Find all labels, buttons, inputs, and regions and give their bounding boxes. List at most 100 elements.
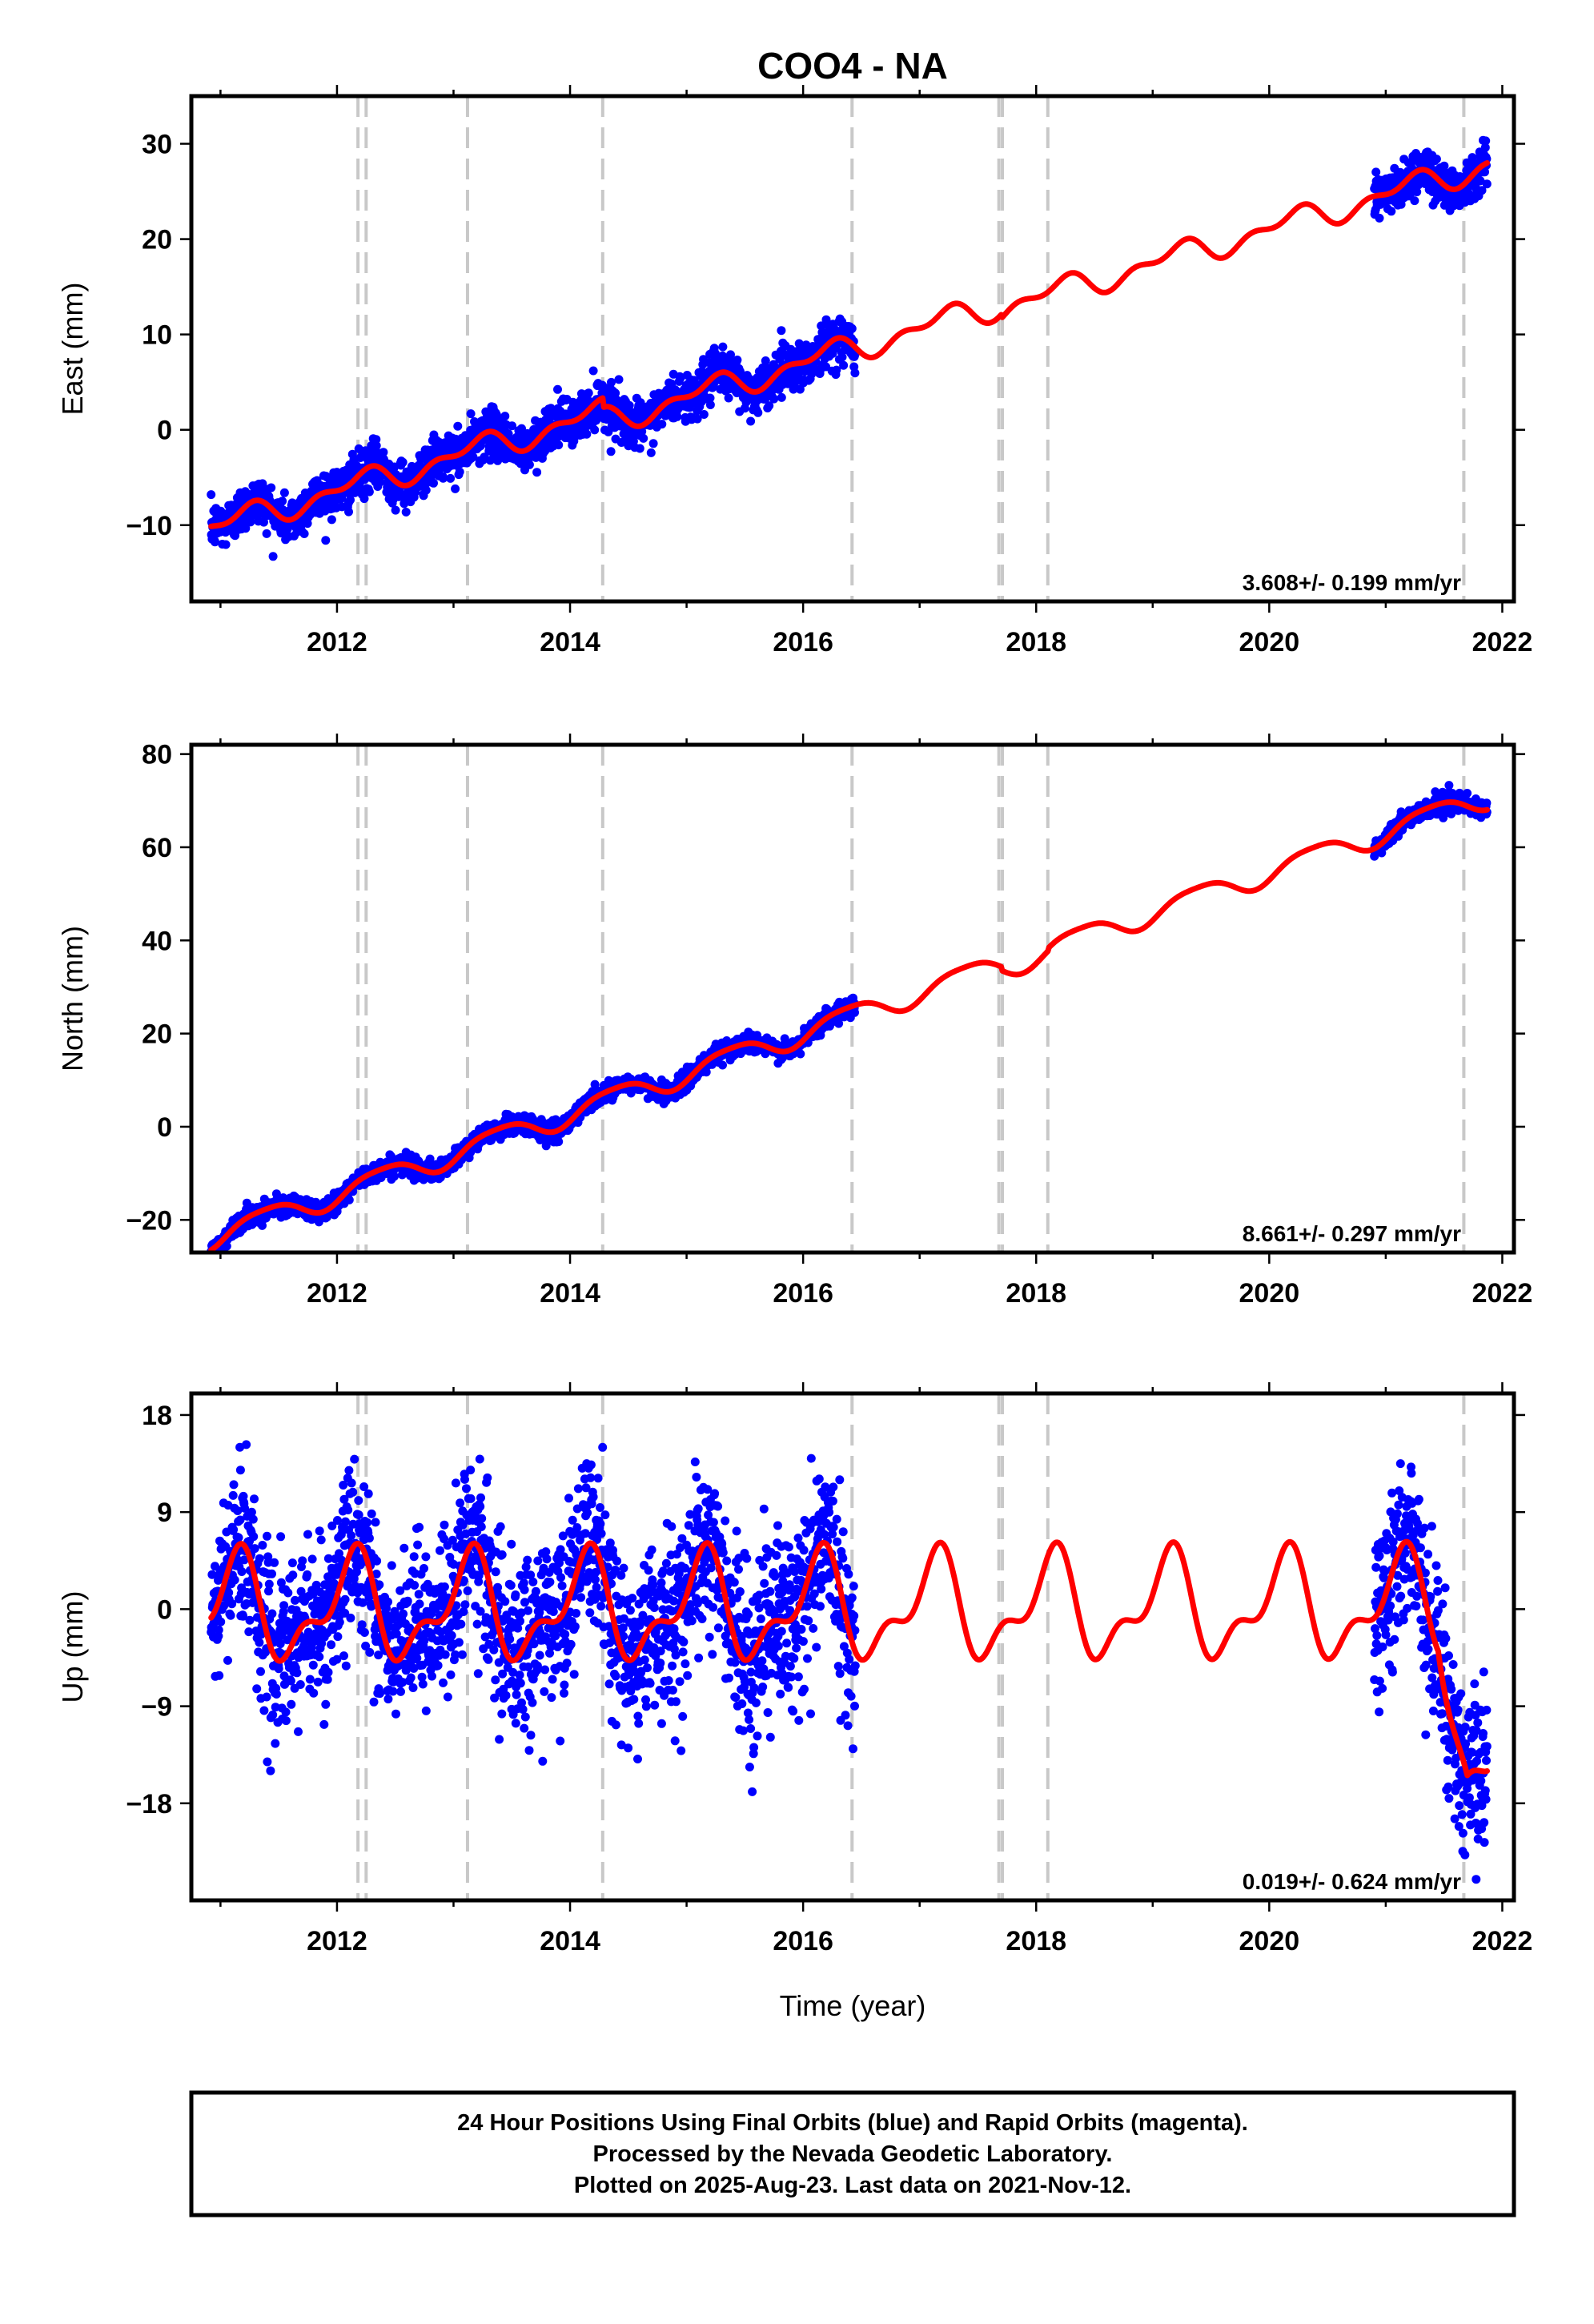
observation-point bbox=[590, 425, 600, 435]
observation-point bbox=[211, 537, 219, 547]
observation-point bbox=[607, 377, 616, 387]
observation-point bbox=[279, 488, 289, 497]
observation-point bbox=[777, 326, 786, 336]
y-tick-label: 20 bbox=[142, 1019, 172, 1050]
observation-points-east bbox=[207, 135, 1492, 561]
chart-title: COO4 - NA bbox=[757, 45, 948, 86]
rate-label-east: 3.608+/- 0.199 mm/yr bbox=[1243, 570, 1461, 595]
observation-point bbox=[554, 440, 564, 450]
observation-point bbox=[850, 1007, 859, 1017]
observation-point bbox=[344, 507, 353, 517]
observation-point bbox=[1387, 207, 1396, 216]
observation-point bbox=[207, 490, 216, 500]
observation-point bbox=[676, 373, 685, 383]
observation-point bbox=[796, 1049, 805, 1059]
observation-point bbox=[375, 477, 385, 487]
observation-point bbox=[223, 1655, 232, 1665]
observation-point bbox=[439, 473, 448, 483]
y-tick-label: 30 bbox=[142, 130, 172, 160]
observation-point bbox=[215, 1671, 224, 1680]
observation-point bbox=[673, 412, 682, 421]
observation-point bbox=[705, 393, 715, 403]
observation-point bbox=[421, 485, 431, 495]
observation-point bbox=[1375, 213, 1384, 223]
panel-north: 2012 2014 2016 2018 2020 2022−20020406080Nort… bbox=[56, 734, 1532, 1309]
observation-point bbox=[364, 487, 374, 497]
x-tick-label: 2016 bbox=[773, 627, 833, 657]
observation-point bbox=[629, 431, 639, 440]
observation-point bbox=[705, 400, 715, 409]
observation-point bbox=[321, 536, 331, 545]
observation-point bbox=[847, 324, 857, 333]
plot-area-east bbox=[207, 96, 1492, 601]
observation-point bbox=[582, 429, 592, 439]
observation-point bbox=[221, 540, 231, 549]
x-tick-label: 2014 bbox=[540, 1278, 600, 1309]
plot-area-up bbox=[207, 1393, 1492, 1900]
y-tick-label: 60 bbox=[142, 833, 172, 863]
observation-point bbox=[453, 421, 463, 431]
observation-point bbox=[761, 356, 770, 365]
observation-point bbox=[216, 1617, 226, 1626]
observation-point bbox=[718, 342, 728, 352]
observation-point bbox=[726, 350, 735, 360]
x-tick-label: 2016 bbox=[773, 1278, 833, 1309]
observation-point bbox=[278, 497, 287, 506]
observation-point bbox=[230, 1575, 239, 1585]
observation-point bbox=[241, 524, 251, 533]
observation-point bbox=[777, 392, 786, 402]
observation-point bbox=[699, 410, 709, 419]
x-tick-label: 2022 bbox=[1472, 627, 1533, 657]
observation-point bbox=[346, 495, 355, 505]
observation-point bbox=[718, 1060, 727, 1070]
observation-point bbox=[229, 1480, 239, 1490]
observation-point bbox=[228, 1490, 238, 1500]
observation-point bbox=[693, 414, 702, 424]
plot-area-north bbox=[207, 745, 1492, 1252]
observation-point bbox=[359, 494, 369, 504]
observation-point bbox=[850, 368, 860, 378]
observation-point bbox=[429, 478, 438, 488]
y-tick-label: −10 bbox=[126, 511, 172, 541]
y-tick-label: 80 bbox=[142, 740, 172, 770]
observation-point bbox=[724, 393, 733, 403]
x-tick-label: 2014 bbox=[540, 627, 600, 657]
observation-point bbox=[344, 1195, 354, 1204]
observation-point bbox=[588, 366, 598, 376]
observation-point bbox=[268, 552, 278, 561]
y-tick-label: −20 bbox=[126, 1205, 172, 1236]
observation-point bbox=[500, 412, 510, 421]
observation-point bbox=[765, 401, 774, 411]
observation-point bbox=[371, 441, 381, 450]
observation-point bbox=[299, 529, 309, 538]
observation-point bbox=[504, 429, 513, 439]
y-tick-label: 0 bbox=[157, 416, 172, 446]
x-tick-label: 2022 bbox=[1472, 1278, 1533, 1309]
y-tick-label: 10 bbox=[142, 320, 172, 351]
y-tick-label: 0 bbox=[157, 1112, 172, 1143]
x-tick-label: 2018 bbox=[1006, 1278, 1066, 1309]
observation-point bbox=[839, 360, 849, 370]
x-tick-label: 2012 bbox=[307, 627, 367, 657]
observation-point bbox=[554, 1137, 564, 1147]
observation-point bbox=[553, 384, 562, 394]
observation-point bbox=[1463, 789, 1472, 798]
observation-point bbox=[646, 448, 656, 457]
observation-point bbox=[455, 467, 464, 476]
observation-point bbox=[508, 421, 516, 431]
observation-point bbox=[769, 394, 779, 404]
observation-point bbox=[1482, 798, 1492, 808]
observation-point bbox=[1410, 196, 1419, 206]
observation-point bbox=[235, 1466, 245, 1475]
observation-point bbox=[611, 388, 620, 398]
observation-point bbox=[657, 420, 667, 429]
x-tick-label: 2020 bbox=[1239, 627, 1300, 657]
observation-point bbox=[371, 435, 381, 444]
model-fit-line-north bbox=[208, 799, 1490, 1252]
observation-point bbox=[584, 388, 593, 398]
x-tick-label: 2020 bbox=[1239, 1278, 1300, 1309]
observation-point bbox=[614, 375, 624, 384]
